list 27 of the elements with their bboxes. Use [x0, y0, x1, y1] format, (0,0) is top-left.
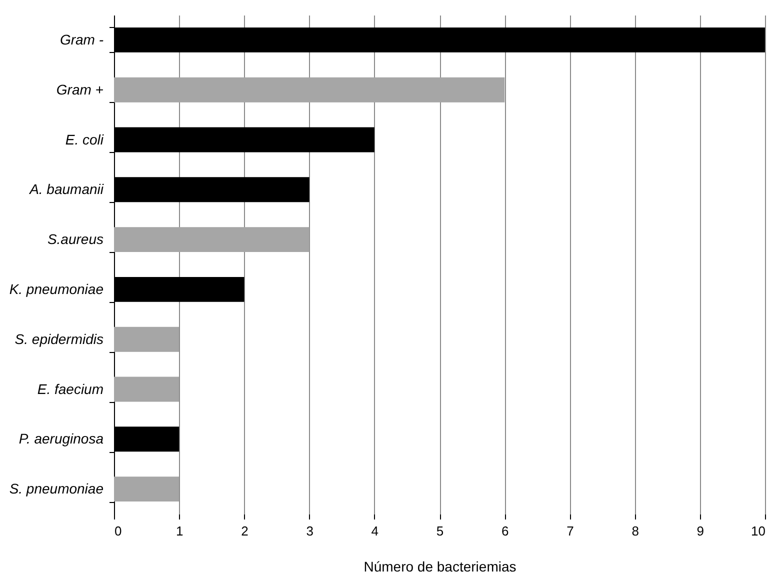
- y-tick-label: S. epidermidis: [14, 330, 104, 347]
- x-tick-label: 7: [566, 524, 574, 538]
- x-tick-label: 10: [751, 524, 766, 538]
- x-tick-label: 4: [371, 524, 379, 538]
- x-tick-label: 3: [306, 524, 314, 538]
- y-tick-label: S. pneumoniae: [9, 480, 104, 497]
- bar: [114, 376, 180, 402]
- x-tick-label: 1: [176, 524, 184, 538]
- y-tick-label: P. aeruginosa: [18, 430, 104, 447]
- x-tick-label: 8: [632, 524, 639, 538]
- y-tick-label: Gram -: [60, 31, 104, 48]
- bar: [114, 326, 180, 352]
- x-tick-label: 6: [501, 524, 509, 538]
- y-tick-label: E. coli: [65, 131, 104, 148]
- y-tick-label: K. pneumoniae: [9, 280, 104, 297]
- y-tick-label: Gram +: [56, 81, 104, 98]
- x-tick-label: 0: [114, 524, 122, 538]
- bar: [114, 77, 505, 102]
- x-tick-label: 9: [696, 524, 704, 538]
- bar: [114, 476, 180, 502]
- y-tick-label: A. baumanii: [28, 181, 104, 198]
- x-axis-title: Número de bacteriemias: [364, 558, 516, 574]
- y-tick-label: S.aureus: [47, 231, 104, 248]
- bar: [114, 227, 310, 252]
- y-tick-label: E. faecium: [37, 380, 104, 397]
- x-tick-label: 5: [436, 524, 444, 538]
- x-tick-label: 2: [241, 524, 248, 538]
